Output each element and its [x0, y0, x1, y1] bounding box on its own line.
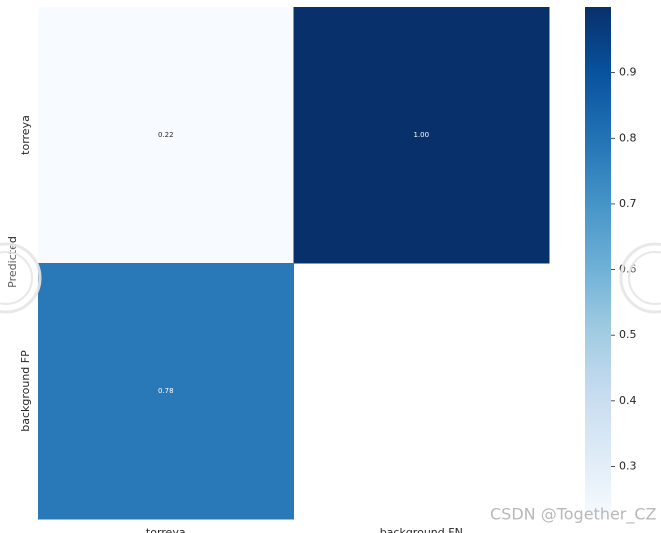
nav-button-inner [628, 251, 661, 305]
y-axis-label: Predicted [6, 236, 19, 288]
colorbar [585, 7, 611, 519]
heatmap-cell [38, 7, 294, 264]
watermark: CSDN @Together_CZ [490, 505, 657, 525]
x-tick-label: torreya [146, 526, 186, 533]
colorbar-tick-label: 0.8 [619, 131, 637, 144]
nav-button-inner [0, 251, 33, 305]
colorbar-tick-label: 0.7 [619, 197, 637, 210]
y-tick-label: torreya [19, 115, 32, 155]
cell-value-label: 0.78 [158, 387, 174, 395]
colorbar-tick-label: 0.4 [619, 394, 637, 407]
colorbar-tick-label: 0.3 [619, 459, 637, 472]
nav-button [0, 242, 42, 314]
x-tick-label: background FN [380, 526, 463, 533]
nav-button [619, 242, 661, 314]
colorbar-tick-label: 0.5 [619, 328, 637, 341]
cell-value-label: 0.22 [158, 131, 174, 139]
heatmap-cell [293, 7, 550, 264]
heatmap-cell [38, 263, 294, 520]
cell-value-label: 1.00 [413, 131, 429, 139]
colorbar-tick-label: 0.9 [619, 66, 637, 79]
y-tick-label: background FP [19, 350, 32, 432]
